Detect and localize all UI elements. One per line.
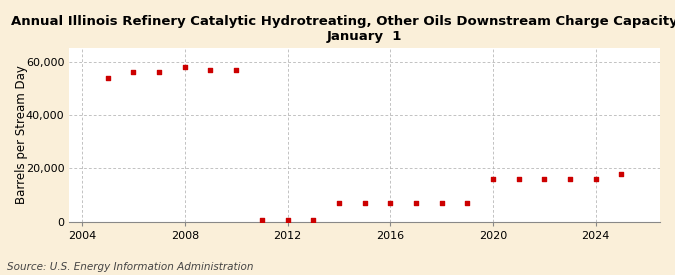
Point <box>308 218 319 222</box>
Point <box>487 177 498 181</box>
Point <box>333 201 344 205</box>
Point <box>154 70 165 75</box>
Point <box>180 65 190 69</box>
Point <box>256 218 267 222</box>
Point <box>436 201 447 205</box>
Point <box>359 201 370 205</box>
Point <box>591 177 601 181</box>
Point <box>513 177 524 181</box>
Point <box>539 177 550 181</box>
Text: Source: U.S. Energy Information Administration: Source: U.S. Energy Information Administ… <box>7 262 253 272</box>
Title: Annual Illinois Refinery Catalytic Hydrotreating, Other Oils Downstream Charge C: Annual Illinois Refinery Catalytic Hydro… <box>11 15 675 43</box>
Point <box>565 177 576 181</box>
Point <box>128 70 139 75</box>
Point <box>462 201 472 205</box>
Point <box>103 75 113 80</box>
Point <box>282 218 293 222</box>
Point <box>231 67 242 72</box>
Y-axis label: Barrels per Stream Day: Barrels per Stream Day <box>15 66 28 205</box>
Point <box>616 172 627 176</box>
Point <box>385 201 396 205</box>
Point <box>205 67 216 72</box>
Point <box>410 201 421 205</box>
